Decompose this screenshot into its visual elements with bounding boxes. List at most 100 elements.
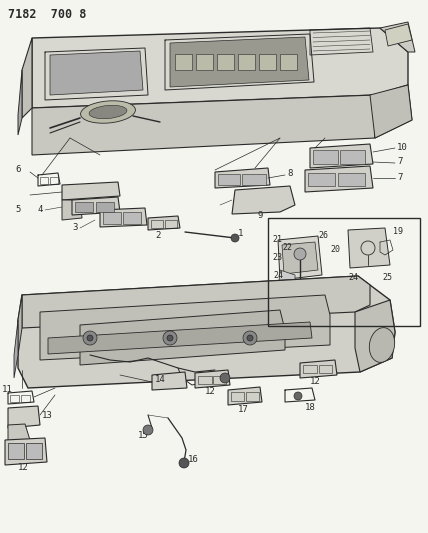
Bar (151, 220, 163, 228)
Text: 5: 5 (15, 206, 21, 214)
Text: 1: 1 (238, 229, 244, 238)
Polygon shape (18, 70, 22, 135)
Text: 16: 16 (188, 456, 199, 464)
Polygon shape (215, 168, 270, 188)
Text: 10: 10 (397, 143, 408, 152)
Bar (96, 202, 114, 212)
Polygon shape (62, 200, 82, 220)
Text: 18: 18 (305, 402, 316, 411)
Polygon shape (278, 270, 295, 292)
Bar (103, 212, 121, 224)
Text: 17: 17 (238, 405, 249, 414)
Bar (231, 392, 244, 401)
Circle shape (220, 373, 230, 383)
Polygon shape (380, 22, 415, 52)
Text: 4: 4 (38, 206, 43, 214)
Polygon shape (148, 216, 180, 230)
Bar (259, 54, 276, 70)
Bar (21, 395, 30, 402)
Ellipse shape (89, 106, 127, 119)
Bar (175, 54, 192, 70)
Polygon shape (18, 276, 395, 388)
Bar (123, 212, 141, 224)
Polygon shape (195, 370, 230, 388)
Circle shape (163, 331, 177, 345)
Polygon shape (310, 144, 373, 168)
Polygon shape (22, 38, 32, 118)
Polygon shape (100, 208, 147, 227)
Polygon shape (282, 242, 318, 274)
Bar (340, 150, 365, 164)
Polygon shape (305, 166, 373, 192)
Bar (338, 173, 365, 186)
Polygon shape (375, 85, 412, 138)
Bar (40, 177, 48, 184)
Text: 12: 12 (18, 464, 29, 472)
Polygon shape (232, 186, 295, 214)
Circle shape (247, 335, 253, 341)
Circle shape (231, 234, 239, 242)
Polygon shape (22, 276, 370, 328)
Bar (303, 365, 317, 373)
Polygon shape (370, 85, 412, 138)
Polygon shape (8, 424, 30, 445)
Text: 21: 21 (272, 236, 282, 245)
Bar (313, 150, 338, 164)
Polygon shape (32, 28, 408, 108)
Bar (218, 174, 240, 185)
Text: 22: 22 (282, 244, 292, 253)
Polygon shape (72, 197, 120, 215)
Circle shape (294, 392, 302, 400)
Bar (280, 54, 297, 70)
Bar (268, 218, 420, 326)
Bar (50, 177, 58, 184)
Text: 11: 11 (2, 385, 13, 394)
Polygon shape (50, 51, 143, 95)
Text: 6: 6 (15, 166, 21, 174)
Text: 19: 19 (393, 228, 403, 237)
Polygon shape (48, 322, 312, 354)
Polygon shape (18, 295, 22, 355)
Polygon shape (32, 95, 375, 155)
Text: 26: 26 (318, 231, 328, 240)
Circle shape (83, 331, 97, 345)
Polygon shape (300, 360, 337, 378)
Circle shape (243, 331, 257, 345)
Circle shape (87, 335, 93, 341)
Bar (308, 173, 335, 186)
Ellipse shape (80, 101, 135, 123)
Polygon shape (14, 320, 18, 378)
Bar (165, 220, 177, 228)
Bar (217, 54, 234, 70)
Text: 24: 24 (348, 273, 358, 282)
Bar (242, 174, 266, 185)
Text: 14: 14 (155, 376, 166, 384)
Text: 2: 2 (155, 230, 160, 239)
Text: 3: 3 (72, 223, 77, 232)
Bar (198, 376, 212, 384)
Polygon shape (355, 300, 395, 372)
Text: 7: 7 (397, 157, 402, 166)
Polygon shape (385, 24, 412, 46)
Polygon shape (152, 372, 187, 390)
Text: 9: 9 (258, 211, 263, 220)
Bar (75, 202, 93, 212)
Polygon shape (348, 228, 390, 268)
Polygon shape (228, 387, 262, 405)
Circle shape (167, 335, 173, 341)
Polygon shape (278, 236, 322, 280)
Text: 7: 7 (397, 174, 402, 182)
Circle shape (294, 248, 306, 260)
Bar (8, 443, 24, 459)
Text: 24: 24 (273, 271, 283, 280)
Text: 20: 20 (330, 246, 340, 254)
Text: 23: 23 (272, 254, 282, 262)
Text: 12: 12 (205, 387, 216, 397)
Polygon shape (170, 37, 309, 87)
Bar (10, 395, 19, 402)
Polygon shape (5, 438, 47, 465)
Polygon shape (40, 295, 330, 360)
Bar (238, 54, 255, 70)
Text: 13: 13 (42, 410, 53, 419)
Bar (246, 392, 259, 401)
